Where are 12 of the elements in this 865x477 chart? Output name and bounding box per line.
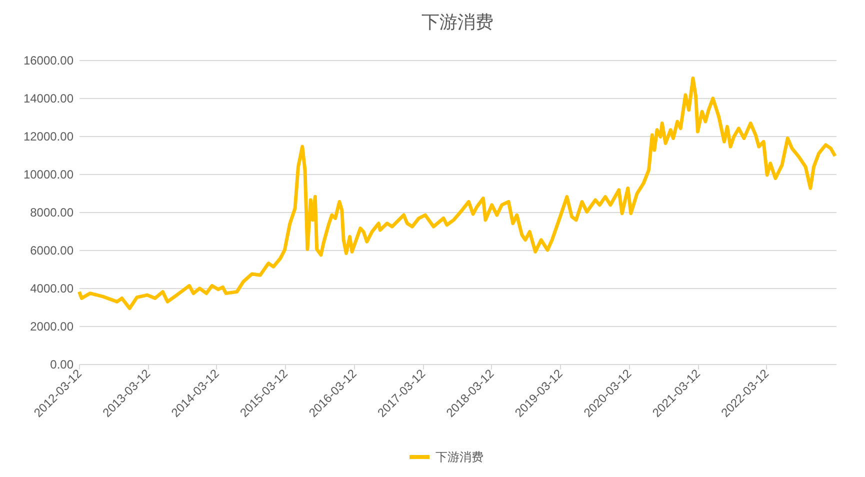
y-tick-label: 10000.00 (23, 168, 74, 182)
line-series (77, 76, 837, 310)
y-tick-label: 12000.00 (23, 130, 74, 144)
y-tick-label: 16000.00 (23, 54, 74, 68)
y-tick-label: 0.00 (50, 358, 74, 372)
y-tick-label: 8000.00 (30, 206, 74, 220)
chart-title: 下游消费 (422, 12, 494, 33)
y-tick-label: 6000.00 (30, 244, 74, 258)
y-tick-label: 14000.00 (23, 92, 74, 106)
y-tick-label: 4000.00 (30, 282, 74, 296)
y-tick-label: 2000.00 (30, 320, 74, 334)
legend-label: 下游消费 (436, 450, 484, 464)
